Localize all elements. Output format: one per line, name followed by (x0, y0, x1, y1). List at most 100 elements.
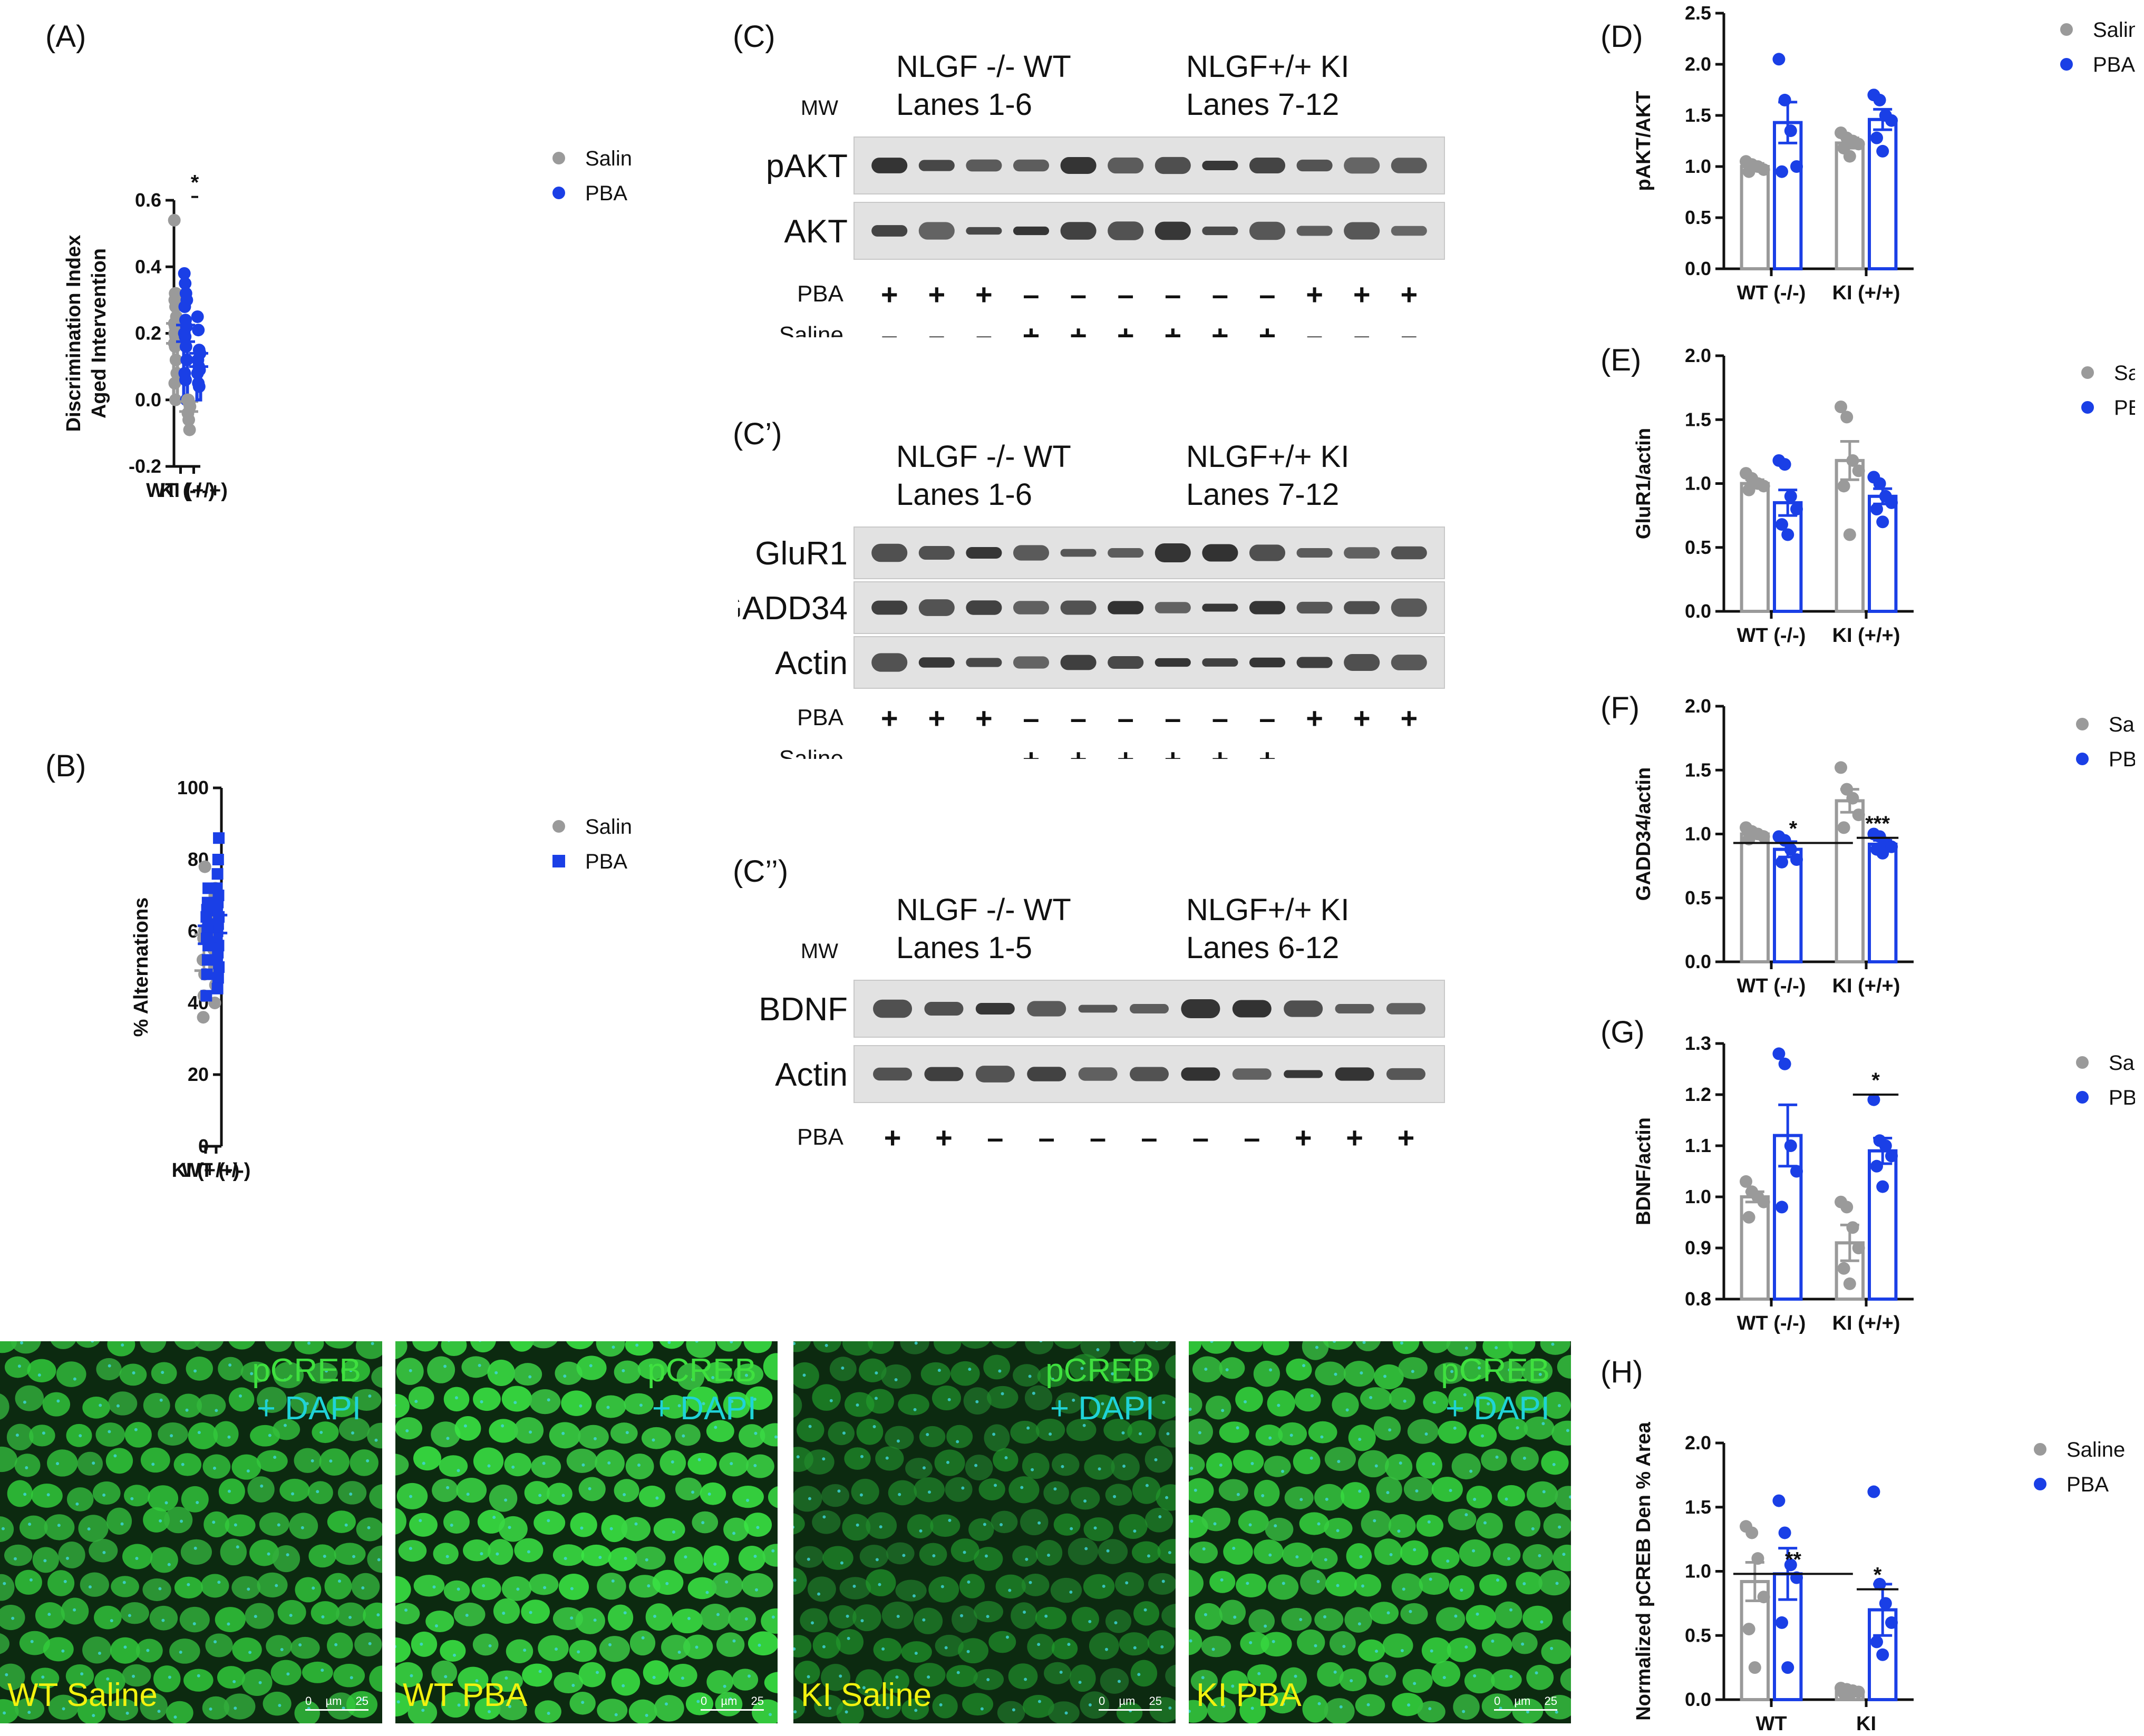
data-point (1778, 458, 1791, 471)
dapi-spot (793, 1578, 797, 1582)
data-point (1742, 483, 1755, 496)
data-point (1885, 1149, 1898, 1163)
cell-nucleus (6, 1423, 34, 1451)
dapi-spot (1168, 1706, 1172, 1710)
group1-lanes: Lanes 1-5 (896, 931, 1032, 965)
dapi-spot (516, 1587, 520, 1591)
dapi-spot (146, 1649, 150, 1652)
blot-band (966, 159, 1002, 172)
data-point (198, 860, 211, 873)
micrograph-wt-pba: pCREB + DAPI WT PBA 0 µm 25 (395, 1341, 778, 1723)
dapi-spot (1424, 1432, 1428, 1436)
dapi-spot (682, 1434, 685, 1438)
cell-nucleus (1400, 1603, 1428, 1625)
dapi-spot (62, 1707, 65, 1711)
dapi-spot (1147, 1554, 1150, 1558)
dapi-spot (1483, 1521, 1487, 1525)
cell-nucleus (1324, 1517, 1353, 1539)
dapi-spot (746, 1498, 750, 1502)
lane-sign: + (935, 1121, 953, 1154)
dapi-spot (28, 1523, 32, 1526)
dapi-spot (754, 1431, 758, 1435)
dapi-spot (1453, 1426, 1457, 1430)
cell-nucleus (1544, 1695, 1571, 1720)
cell-nucleus (289, 1513, 318, 1539)
cell-nucleus (0, 1663, 25, 1691)
data-point (1790, 503, 1803, 515)
dapi-spot (102, 1493, 106, 1497)
dapi-spot (232, 1680, 236, 1683)
cell-nucleus (814, 1694, 843, 1718)
dapi-spot (1509, 1674, 1513, 1678)
cell-nucleus (675, 1424, 701, 1446)
cell-nucleus (558, 1573, 589, 1600)
dapi-spot (1233, 1615, 1237, 1619)
cell-nucleus (839, 1577, 871, 1600)
dapi-spot (286, 1553, 289, 1557)
cell-nucleus (501, 1386, 532, 1412)
dapi-spot (598, 1556, 602, 1559)
cell-nucleus (1521, 1358, 1553, 1384)
cell-nucleus (1103, 1419, 1132, 1441)
cell-nucleus (866, 1569, 896, 1596)
cell-nucleus (514, 1538, 544, 1563)
x-tick-label: KI (1856, 1713, 1876, 1734)
dapi-spot (956, 1440, 959, 1444)
data-point (1873, 477, 1886, 490)
dapi-spot (1113, 1495, 1117, 1498)
data-point (1835, 401, 1847, 413)
cell-nucleus (1431, 1477, 1463, 1502)
cell-nucleus (859, 1545, 889, 1568)
dapi-spot (444, 1675, 448, 1679)
dapi-spot (1101, 1402, 1104, 1406)
dapi-spot (1299, 1498, 1303, 1501)
dapi-spot (1463, 1393, 1467, 1397)
dapi-spot (345, 1406, 348, 1410)
dapi-spot (607, 1461, 611, 1465)
dapi-spot (1325, 1497, 1328, 1501)
dapi-spot (753, 1398, 756, 1401)
cell-nucleus (395, 1692, 411, 1717)
dapi-spot (135, 1556, 139, 1560)
cell-nucleus (638, 1485, 665, 1507)
dapi-spot (1190, 1519, 1194, 1523)
dapi-spot (714, 1426, 717, 1429)
dapi-spot (847, 1636, 850, 1640)
dapi-spot (14, 1557, 17, 1561)
cell-nucleus (493, 1598, 520, 1624)
cell-nucleus (477, 1509, 505, 1534)
dapi-spot (1249, 1641, 1253, 1644)
cell-nucleus (43, 1637, 74, 1662)
dapi-spot (879, 1525, 882, 1529)
cell-nucleus (1239, 1697, 1266, 1723)
cell-nucleus (1053, 1341, 1082, 1349)
cell-nucleus (1302, 1341, 1329, 1360)
data-point (1840, 411, 1854, 424)
cell-nucleus (443, 1510, 470, 1534)
cell-nucleus (739, 1424, 765, 1448)
dapi-spot (1314, 1644, 1317, 1647)
cell-nucleus (844, 1447, 871, 1470)
dapi-spot (319, 1430, 323, 1434)
blot-band (1060, 549, 1097, 557)
cell-nucleus (983, 1354, 1011, 1380)
cell-nucleus (1481, 1448, 1507, 1471)
stain-label-pcreb: pCREB (1045, 1352, 1155, 1389)
dapi-spot (771, 1615, 775, 1619)
data-point (1876, 515, 1889, 529)
dapi-spot (286, 1672, 290, 1676)
dapi-spot (452, 1653, 456, 1657)
cell-nucleus (295, 1577, 322, 1603)
cell-nucleus (225, 1514, 256, 1537)
dapi-spot (702, 1402, 705, 1406)
cell-nucleus (47, 1449, 78, 1477)
cell-nucleus (1308, 1421, 1337, 1444)
cell-nucleus (1044, 1662, 1071, 1684)
dapi-spot (46, 1493, 50, 1497)
cell-nucleus (427, 1356, 455, 1383)
blot-strip-border (853, 980, 1445, 1038)
cell-nucleus (1466, 1605, 1496, 1630)
cell-nucleus (995, 1574, 1026, 1599)
dapi-spot (672, 1530, 675, 1534)
cell-nucleus (552, 1607, 584, 1630)
